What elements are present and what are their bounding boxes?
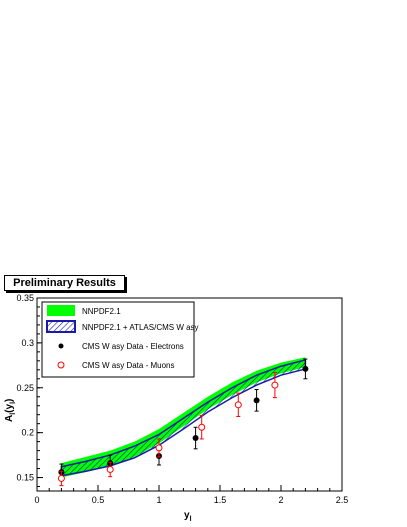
- legend-label: NNPDF2.1: [82, 307, 121, 316]
- marker-filled-circle: [302, 365, 309, 372]
- x-tick-label: 1.5: [214, 495, 227, 505]
- marker-open-circle: [271, 381, 279, 389]
- y-tick-label: 0.2: [21, 428, 34, 438]
- legend-label: CMS W asy Data - Electrons: [82, 342, 184, 351]
- marker-open-circle: [57, 474, 65, 482]
- legend-swatch-atlas-cms: [46, 320, 76, 333]
- muon-point: [271, 372, 279, 399]
- x-tick-label: 2: [278, 495, 283, 505]
- axis-ticks: 0 0.5 1 1.5 2 2.5 0.15 0.2 0.25 0.3 0.35: [16, 293, 348, 505]
- muon-point: [155, 438, 163, 458]
- muon-point: [106, 461, 114, 478]
- x-tick-label: 2.5: [336, 495, 349, 505]
- marker-open-circle: [198, 423, 206, 431]
- plot-frame: [36, 297, 343, 492]
- y-axis-title: Al(yl): [4, 399, 17, 422]
- y-tick-label: 0.3: [21, 338, 34, 348]
- legend-marker-electrons: [58, 343, 64, 349]
- electron-point: [253, 389, 260, 412]
- x-tick-label: 0.5: [92, 495, 105, 505]
- y-tick-label: 0.35: [16, 293, 34, 303]
- x-axis-title: yl: [184, 510, 192, 523]
- preliminary-results-banner: Preliminary Results: [4, 275, 125, 291]
- muon-point: [234, 392, 242, 417]
- marker-open-circle: [155, 444, 163, 452]
- legend: NNPDF2.1 NNPDF2.1 + ATLAS/CMS W asy CMS W …: [41, 301, 199, 378]
- marker-filled-circle: [192, 435, 199, 442]
- legend-swatch-nnpdf21: [47, 305, 75, 316]
- marker-filled-circle: [253, 397, 260, 404]
- axis-titles: yl Al(yl): [4, 399, 192, 523]
- x-tick-label: 0: [34, 495, 39, 505]
- muon-point: [198, 415, 206, 440]
- electron-point: [302, 358, 309, 380]
- muon-point: [57, 470, 65, 487]
- electron-point: [192, 426, 199, 450]
- legend-label: NNPDF2.1 + ATLAS/CMS W asy: [82, 323, 199, 332]
- legend-marker-muons: [57, 361, 65, 369]
- y-tick-label: 0.15: [16, 473, 34, 483]
- data-points: [57, 358, 309, 487]
- legend-label: CMS W asy Data - Muons: [82, 361, 174, 370]
- marker-open-circle: [234, 401, 242, 409]
- marker-open-circle: [106, 465, 114, 473]
- x-tick-label: 1: [156, 495, 161, 505]
- y-tick-label: 0.25: [16, 383, 34, 393]
